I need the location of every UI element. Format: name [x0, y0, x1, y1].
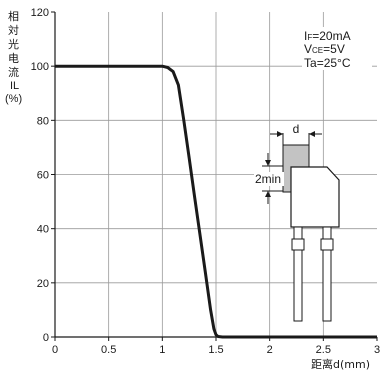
dim-arrow — [277, 131, 283, 137]
y-tick-label: 0 — [43, 332, 49, 344]
condition-ta: Ta=25°C — [304, 56, 351, 70]
y-axis-label-char: 电 — [8, 52, 19, 65]
y-axis-label-unit: (%) — [5, 93, 22, 105]
y-tick-label: 80 — [37, 115, 49, 127]
dim-label-bg — [254, 172, 284, 186]
x-tick-label: 2 — [267, 344, 273, 356]
y-tick-label: 60 — [37, 170, 49, 182]
y-axis-label-char: 光 — [8, 37, 19, 51]
dim-arrow — [265, 160, 271, 166]
sensor-diagram: d 2min — [254, 122, 340, 322]
y-axis-label: 相 対 光 电 流 IL (%) — [5, 10, 22, 105]
lead — [322, 226, 332, 322]
lead-standoff — [320, 238, 334, 251]
x-tick-label: 1.5 — [208, 344, 223, 356]
dim-arrow — [265, 191, 271, 197]
sensor-body — [290, 166, 340, 228]
y-axis-label-char: 流 — [8, 65, 19, 79]
x-tick-label: 0.5 — [101, 344, 116, 356]
condition-vce: VCE=5V — [304, 42, 345, 56]
size-label: 2min — [255, 172, 281, 186]
conditions: IF=20mA VCE=5V Ta=25°C — [302, 27, 372, 70]
conditions-bg — [302, 27, 372, 70]
lead — [293, 226, 303, 322]
lead-standoff — [291, 238, 305, 251]
x-tick-label: 0 — [52, 344, 58, 356]
x-tick-label: 2.5 — [316, 344, 331, 356]
y-axis-label-char: 相 — [8, 10, 19, 23]
y-tick-labels: 0 20 40 60 80 100 120 — [31, 7, 49, 344]
y-tick-label: 120 — [31, 7, 49, 19]
gap-label: d — [293, 122, 300, 136]
x-tick-label: 3 — [374, 344, 380, 356]
y-axis-label-symbol: IL — [10, 80, 19, 92]
y-tick-label: 40 — [37, 224, 49, 236]
axes — [51, 11, 378, 341]
condition-if: IF=20mA — [304, 29, 351, 43]
y-tick-label: 100 — [31, 61, 49, 73]
x-tick-labels: 0 0.5 1 1.5 2 2.5 3 — [52, 344, 380, 356]
y-axis-label-char: 対 — [8, 23, 19, 37]
x-tick-label: 1 — [159, 344, 165, 356]
dim-arrow — [309, 131, 315, 137]
x-axis-label: 距离d(mm) — [311, 357, 370, 371]
y-tick-label: 20 — [37, 278, 49, 290]
